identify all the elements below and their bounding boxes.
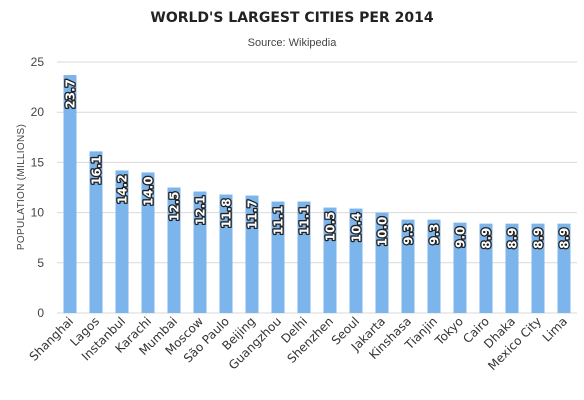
gridlines (57, 61, 577, 314)
bar (193, 191, 207, 313)
y-tick-label: 20 (31, 105, 45, 119)
bar (63, 75, 77, 313)
chart-title: WORLD'S LARGEST CITIES PER 2014 (150, 10, 433, 26)
bar (479, 223, 493, 313)
data-label: 10.4 (350, 213, 364, 243)
data-label: 16.1 (90, 155, 104, 185)
bar (531, 223, 545, 313)
data-label: 10.5 (324, 212, 338, 242)
data-label: 11.1 (298, 206, 312, 236)
data-label: 8.9 (480, 228, 494, 249)
y-tick-label: 15 (31, 155, 45, 169)
bar (167, 187, 181, 313)
data-label: 12.5 (168, 192, 182, 222)
data-label: 8.9 (506, 228, 520, 249)
x-tick-label: Lima (540, 314, 570, 344)
y-tick-label: 10 (31, 206, 45, 220)
y-axis-label: POPULATION (MILLIONS) (16, 124, 27, 250)
data-labels: 23.7 16.1 14.2 14.0 12.5 12.1 11.8 11.7 11.1 11.1… (62, 78, 573, 250)
bar (245, 195, 259, 313)
data-label: 11.1 (272, 206, 286, 236)
y-tick-label: 25 (31, 55, 45, 69)
bar (505, 223, 519, 313)
bar (427, 219, 441, 313)
bar (219, 194, 233, 313)
bar (323, 207, 337, 313)
data-label: 8.9 (532, 228, 546, 249)
bar (453, 222, 467, 313)
data-label: 11.7 (246, 200, 260, 230)
bar (89, 151, 103, 313)
bar (557, 223, 571, 313)
data-label: 9.0 (454, 227, 468, 248)
bar (141, 172, 155, 313)
data-label: 8.9 (558, 228, 572, 249)
y-axis-ticks: 0 5 10 15 20 25 (31, 55, 45, 320)
data-label: 10.0 (376, 217, 390, 247)
bars (63, 75, 571, 313)
data-label: 23.7 (64, 79, 78, 109)
bar (115, 170, 129, 313)
bar (271, 201, 285, 313)
bar (297, 201, 311, 313)
data-label: 14.0 (142, 176, 156, 206)
bar (349, 208, 363, 313)
data-label: 9.3 (402, 224, 416, 245)
x-tick-label: Tokyo (432, 314, 466, 348)
bar (401, 219, 415, 313)
y-tick-label: 0 (37, 306, 44, 320)
data-label: 9.3 (428, 224, 442, 245)
y-tick-label: 5 (37, 256, 44, 270)
bar (375, 212, 389, 313)
x-axis-ticks: ShanghaiLagosInstanbulKarachiMumbaiMosco… (27, 314, 571, 373)
data-label: 14.2 (116, 174, 130, 204)
data-label: 11.8 (220, 199, 234, 229)
data-label: 12.1 (194, 196, 208, 226)
chart-subtitle: Source: Wikipedia (248, 37, 338, 49)
